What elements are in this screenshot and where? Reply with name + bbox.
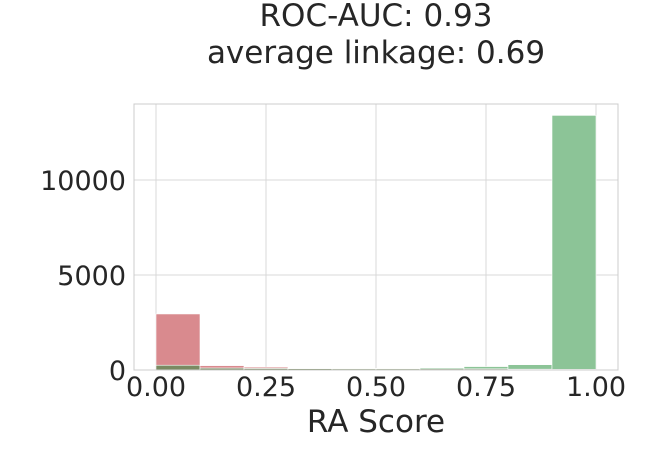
chart-title-line-2: average linkage: 0.69 <box>207 35 545 71</box>
series-2-bar-7 <box>464 367 508 369</box>
series-2-bar-8 <box>508 365 552 370</box>
x-axis-label: RA Score <box>307 404 445 440</box>
y-tick-labels: 0 5000 10000 <box>40 166 126 387</box>
x-tick-label-1: 0.25 <box>236 372 296 403</box>
x-tick-labels: 0.00 0.25 0.50 0.75 1.00 <box>126 372 626 403</box>
y-tick-label-0: 0 <box>109 356 126 387</box>
series-1-bar-0 <box>156 314 200 365</box>
chart-title-line-1: ROC-AUC: 0.93 <box>260 0 493 34</box>
overlap-bar-0 <box>156 365 200 370</box>
y-tick-label-2: 10000 <box>40 166 126 197</box>
y-tick-label-1: 5000 <box>57 261 126 292</box>
grid-layer <box>134 104 618 370</box>
series-1-bar-1 <box>200 366 244 368</box>
x-tick-label-0: 0.00 <box>126 372 186 403</box>
x-tick-label-2: 0.50 <box>346 372 406 403</box>
x-tick-label-4: 1.00 <box>566 372 626 403</box>
x-tick-label-3: 0.75 <box>456 372 516 403</box>
series-2-bar-9 <box>552 115 596 369</box>
